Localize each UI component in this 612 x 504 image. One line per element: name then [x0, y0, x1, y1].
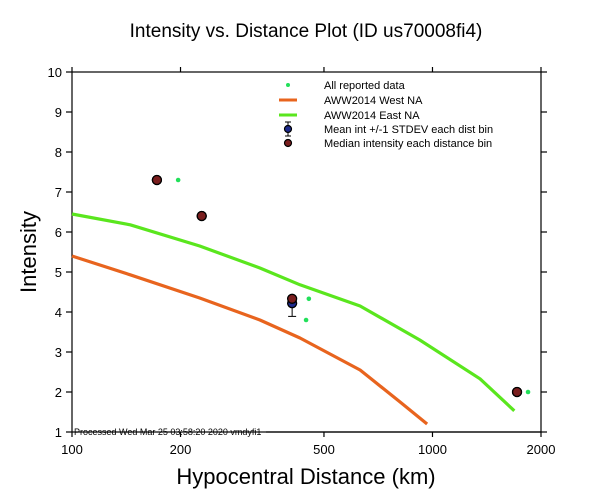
y-tick-label: 6 — [55, 225, 62, 240]
y-tick-label: 10 — [48, 65, 62, 80]
median-intensity-point — [196, 210, 207, 222]
median-intensity-point — [286, 293, 298, 304]
legend-label: All reported data — [324, 80, 406, 92]
legend-label: AWW2014 East NA — [324, 110, 420, 122]
y-tick-label: 3 — [55, 345, 62, 360]
y-tick-label: 4 — [55, 305, 62, 320]
series-line-1 — [71, 254, 429, 426]
y-tick-label: 9 — [55, 105, 62, 120]
chart-title: Intensity vs. Distance Plot (ID us70008f… — [130, 21, 483, 42]
legend-label: AWW2014 West NA — [324, 95, 423, 107]
reported-data-point — [306, 296, 312, 302]
legend-marker-reported — [286, 83, 290, 87]
processed-annotation: Processed Wed Mar 25 03:58:20 2020 vmdyf… — [74, 427, 261, 437]
median-intensity-point — [511, 386, 523, 398]
series-line-2 — [71, 212, 516, 412]
x-tick-label: 100 — [61, 442, 83, 457]
x-tick-label: 500 — [313, 442, 335, 457]
y-tick-label: 5 — [55, 265, 62, 280]
x-tick-label: 1000 — [418, 442, 447, 457]
legend-marker-mean — [283, 124, 293, 134]
x-tick-label: 200 — [170, 442, 192, 457]
y-tick-label: 8 — [55, 145, 62, 160]
legend-marker-median — [283, 138, 293, 148]
reported-data-point — [303, 317, 309, 323]
x-tick-label: 2000 — [527, 442, 556, 457]
x-axis-label: Hypocentral Distance (km) — [176, 464, 435, 489]
y-tick-label: 2 — [55, 385, 62, 400]
reported-data-point — [175, 177, 181, 183]
legend: All reported data AWW2014 West NA AWW2014 … — [279, 80, 493, 150]
y-axis-label: Intensity — [16, 211, 41, 293]
y-tick-label: 7 — [55, 185, 62, 200]
reported-data-point — [525, 389, 531, 395]
legend-label: Mean int +/-1 STDEV each dist bin — [324, 124, 493, 136]
legend-label: Median intensity each distance bin — [324, 138, 492, 150]
y-tick-label: 1 — [55, 425, 62, 440]
median-intensity-point — [151, 174, 163, 186]
